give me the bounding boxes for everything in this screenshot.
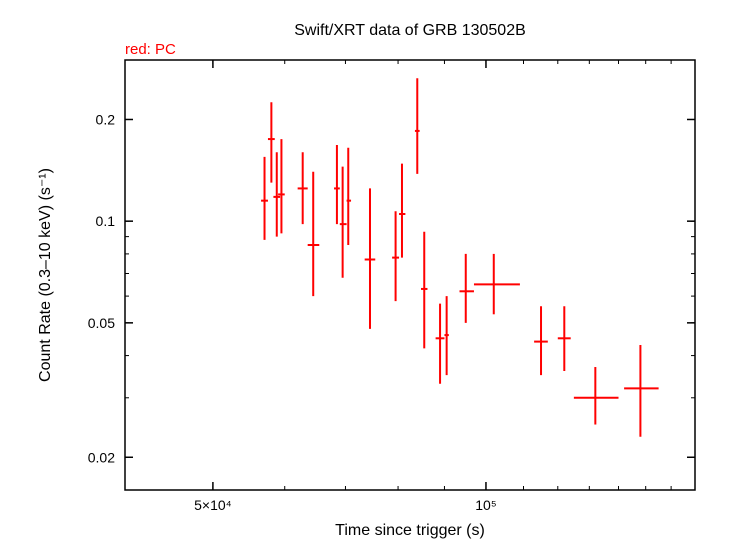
y-tick-label: 0.2 xyxy=(96,111,116,127)
y-tick-label: 0.02 xyxy=(88,449,115,465)
x-tick-label: 5×10⁴ xyxy=(194,497,232,513)
y-axis-label: Count Rate (0.3–10 keV) (s⁻¹) xyxy=(37,168,54,382)
x-axis-label: Time since trigger (s) xyxy=(335,522,485,539)
y-tick-label: 0.1 xyxy=(96,213,116,229)
y-tick-label: 0.05 xyxy=(88,315,115,331)
plot-area: 5×10⁴ 10⁵ 0.02 0.05 0.1 0.2 xyxy=(88,60,695,513)
chart-title: Swift/XRT data of GRB 130502B xyxy=(294,22,526,39)
xrt-lightcurve-chart: Swift/XRT data of GRB 130502B red: PC Ti… xyxy=(0,0,746,558)
chart-annotation: red: PC xyxy=(125,41,176,58)
chart-container: Swift/XRT data of GRB 130502B red: PC Ti… xyxy=(0,0,746,558)
x-tick-label: 10⁵ xyxy=(475,497,496,513)
